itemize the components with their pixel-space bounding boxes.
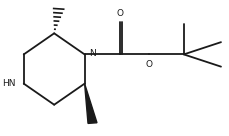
Polygon shape [84, 84, 97, 123]
Text: HN: HN [2, 79, 16, 88]
Text: N: N [88, 49, 95, 58]
Text: O: O [116, 9, 123, 18]
Text: O: O [145, 60, 152, 69]
